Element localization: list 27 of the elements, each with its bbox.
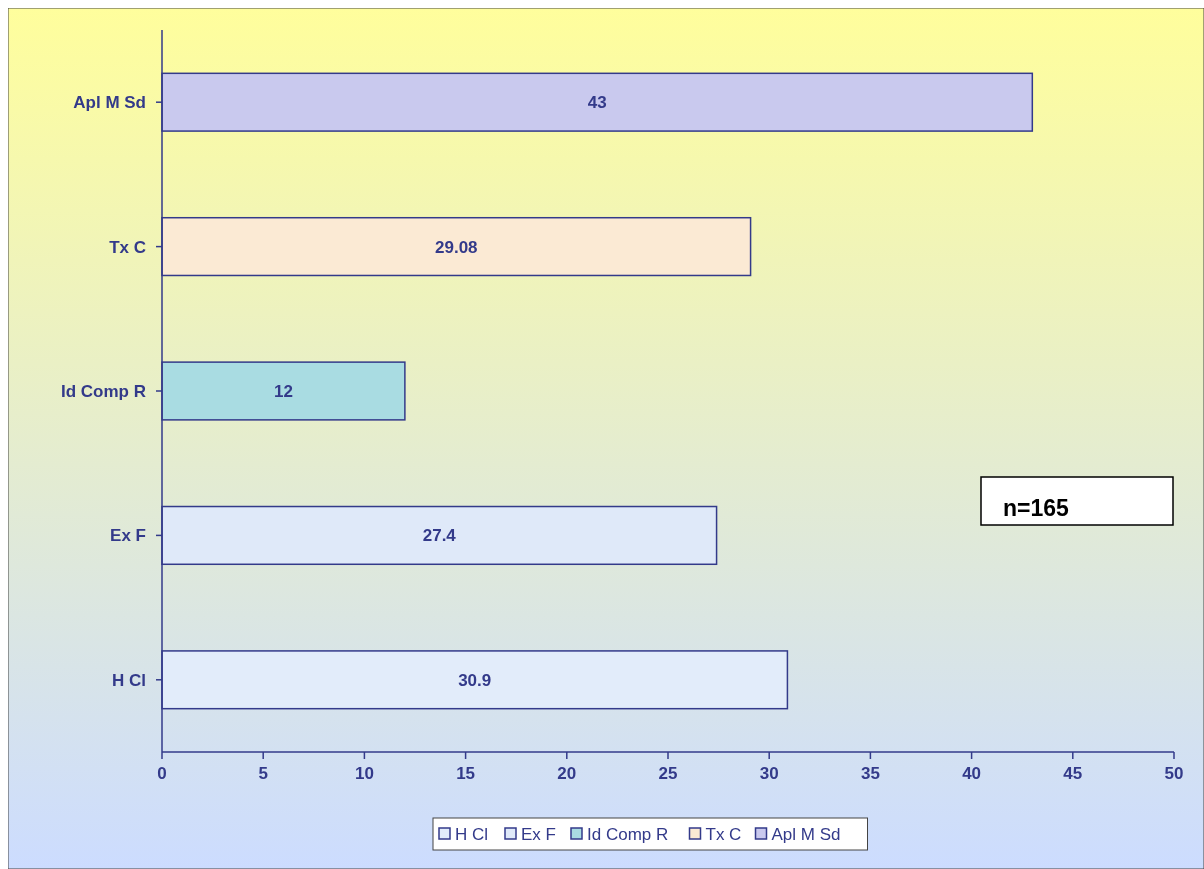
data-label: 12 (273, 382, 293, 401)
x-tick-label: 0 (157, 764, 167, 783)
data-label: 29.08 (435, 237, 478, 257)
x-tick-label: 10 (354, 764, 374, 783)
y-tick-label: H Cl (112, 670, 146, 690)
y-tick-label: Apl M Sd (73, 93, 146, 113)
data-label: 43 (587, 93, 607, 113)
annotation: n=165 (1003, 495, 1070, 521)
x-tick-label: 45 (1063, 764, 1083, 783)
legend-label: Id Comp R (587, 825, 669, 844)
data-label: 30.9 (458, 670, 492, 690)
y-tick-label: Ex F (110, 526, 146, 546)
data-label: 27.4 (422, 526, 457, 546)
x-tick-label: 30 (759, 764, 779, 783)
legend-label: Ex F (521, 825, 556, 844)
x-tick-label: 20 (557, 764, 577, 783)
x-tick-label: 40 (962, 764, 982, 783)
x-tick-label: 25 (658, 764, 678, 783)
legend-label: H Cl (455, 825, 489, 844)
x-tick-label: 50 (1164, 764, 1184, 783)
x-tick-label: 5 (258, 764, 268, 783)
y-tick-label: Tx C (109, 237, 146, 257)
legend-label: Apl M Sd (771, 825, 841, 844)
y-tick-label: Id Comp R (61, 382, 146, 401)
legend-label: Tx C (705, 825, 742, 844)
x-tick-label: 15 (456, 764, 476, 783)
x-tick-label: 35 (860, 764, 880, 783)
